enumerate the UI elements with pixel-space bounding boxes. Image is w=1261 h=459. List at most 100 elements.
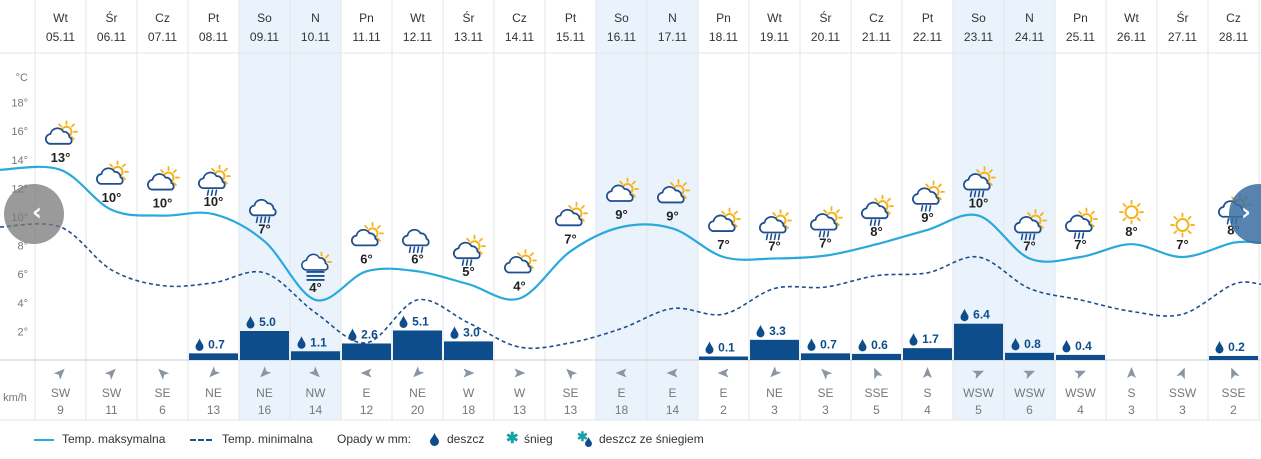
rain-streak [969, 190, 973, 198]
chart-legend: Temp. maksymalna Temp. minimalna Opady w… [0, 424, 1261, 454]
wind-arrow-icon [874, 367, 883, 380]
raindrop-icon [399, 315, 408, 328]
day-name: N [311, 11, 320, 25]
sun-ray [376, 237, 381, 242]
rain-streak [777, 233, 781, 241]
wind-arrow-shape [615, 368, 627, 378]
wind-speed: 18 [615, 403, 629, 417]
precip-value: 3.0 [463, 325, 480, 339]
precip-value: 5.0 [259, 315, 276, 329]
wind-arrow-shape [209, 366, 221, 378]
wind-arrow-icon [514, 368, 526, 378]
sun-ray [733, 210, 738, 215]
snow-legend-label: śnieg [524, 432, 553, 446]
day-date: 19.11 [760, 30, 789, 44]
cloud-shape [809, 213, 838, 231]
rain-streak [1226, 217, 1230, 225]
precip-legend-title: Opady w mm: [337, 432, 412, 446]
wind-arrow-shape [1023, 370, 1036, 380]
raindrop-icon [450, 326, 459, 339]
sun-ray [733, 223, 738, 228]
cloud-shape [860, 201, 889, 220]
wind-row: SW9SW11SE6NE13NE16NW14E12NE20W18W13SE13E… [51, 366, 1246, 417]
sun-disc [1124, 205, 1139, 220]
raindrop-icon [430, 433, 439, 446]
wind-arrow-shape [463, 368, 475, 378]
wind-arrow-shape [104, 368, 116, 380]
raindrop-icon [246, 316, 255, 329]
sun-ray [478, 250, 483, 255]
wind-arrow-icon [821, 368, 833, 380]
sun-ray [568, 204, 573, 209]
snowflake-icon: ✱ [506, 430, 519, 447]
day-name: Pn [1073, 11, 1088, 25]
rain-streak [773, 233, 777, 241]
raindrop-icon [195, 338, 204, 351]
sun-ray [835, 222, 840, 226]
day-date: 18.11 [709, 30, 738, 44]
sun-ray [223, 167, 228, 172]
wind-direction: NE [256, 386, 273, 400]
precip-bar [189, 353, 238, 360]
wind-direction: SE [562, 386, 578, 400]
cloud-shape [197, 171, 226, 190]
precip-value: 0.6 [871, 338, 888, 352]
rain-streak [920, 205, 924, 212]
sun-ray [211, 167, 216, 172]
sun-ray [682, 182, 687, 187]
wind-speed: 6 [1026, 403, 1033, 417]
raindrop-icon [807, 338, 816, 351]
precip-value: 0.7 [820, 337, 837, 351]
raindrop-icon [756, 324, 765, 338]
wind-speed: 13 [564, 403, 578, 417]
precip-label: 0.4 [1062, 339, 1092, 353]
day-date: 11.11 [352, 30, 381, 44]
day-name: Śr [106, 10, 118, 25]
sun-ray [478, 237, 483, 242]
wind-speed: 12 [360, 403, 374, 417]
wind-speed: 16 [258, 403, 272, 417]
wind-arrow-shape [972, 370, 985, 380]
sun-ray [631, 193, 636, 198]
raindrop-icon [705, 341, 714, 354]
precip-label: 3.0 [450, 325, 480, 339]
wind-direction: E [668, 386, 676, 400]
precip-bar [1209, 355, 1258, 360]
tmin-legend-swatch [190, 439, 212, 441]
rain-streak [259, 216, 263, 224]
wind-direction: WSW [1065, 386, 1096, 400]
wind-arrow-icon [158, 368, 170, 380]
raindrop-icon [1215, 340, 1224, 354]
day-name: So [614, 11, 629, 25]
precip-value: 0.7 [208, 337, 225, 351]
wind-arrow-icon [1127, 367, 1136, 378]
precip-bar [342, 343, 391, 360]
day-date: 25.11 [1066, 30, 1095, 44]
sun-ray [631, 180, 636, 185]
y-axis: °C18°16°14°12°10°8°6°4°2°km/h [3, 72, 28, 404]
tmax-line [0, 165, 1261, 302]
wind-speed: 14 [309, 403, 323, 417]
sun-ray [784, 212, 789, 217]
cloud-drizzle-sun-icon [911, 180, 945, 212]
day-name: So [257, 11, 272, 25]
chevron-right-icon: › [1241, 198, 1251, 226]
wind-arrow-shape [413, 366, 425, 378]
previous-days-button[interactable]: ‹ [4, 184, 64, 244]
cloud-shape [401, 228, 430, 247]
day-date: 08.11 [199, 30, 228, 44]
sun-ray [721, 210, 726, 215]
cloud-drizzle-sun-icon [860, 194, 894, 226]
sun-ray [682, 194, 687, 199]
temp-label: 8° [870, 224, 882, 239]
day-date: 23.11 [964, 30, 993, 44]
sun-ray [886, 197, 891, 202]
sun-ray [823, 209, 828, 214]
rain-streak [263, 216, 267, 224]
wind-arrow-shape [53, 368, 65, 380]
wind-arrow-shape [874, 367, 883, 380]
sun-ray [835, 209, 840, 214]
wind-direction: WSW [963, 386, 994, 400]
precip-label: 5.0 [246, 315, 276, 329]
day-date: 07.11 [148, 30, 177, 44]
